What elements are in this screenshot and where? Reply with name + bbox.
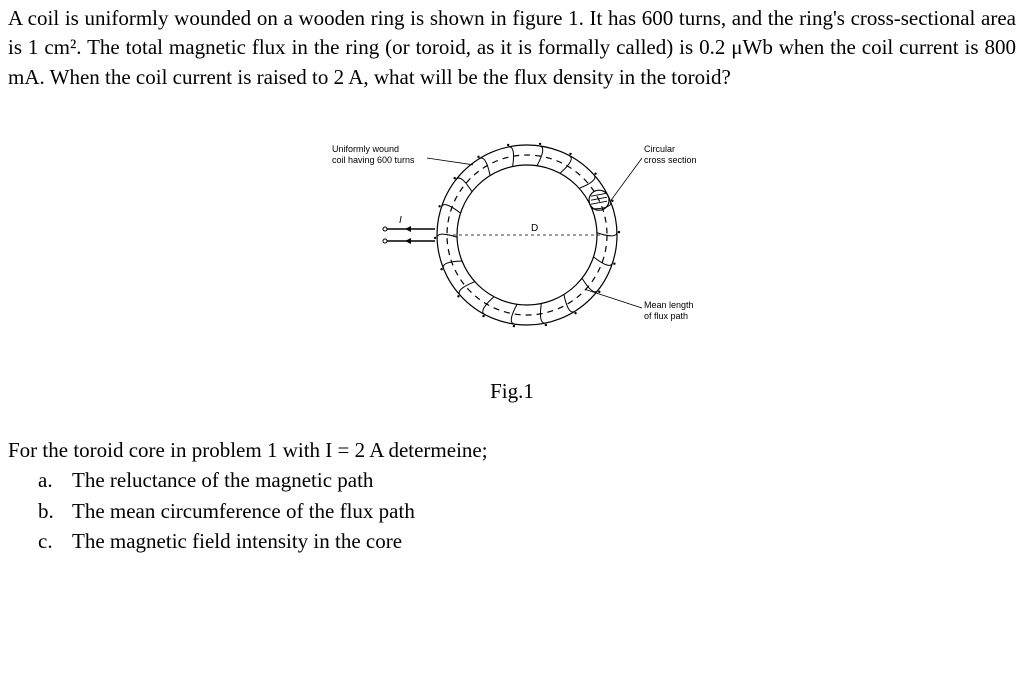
problem-statement: A coil is uniformly wounded on a wooden … (8, 4, 1016, 92)
sub-question-text: The reluctance of the magnetic path (72, 465, 373, 495)
sub-question-letter: b. (38, 496, 72, 526)
svg-text:of flux path: of flux path (644, 311, 688, 321)
figure-container: I D Uniformly woundcoil having 600 turns Ci… (8, 120, 1016, 368)
followup-section: For the toroid core in problem 1 with I … (8, 436, 1016, 557)
toroid-diagram: I D Uniformly woundcoil having 600 turns Ci… (272, 120, 752, 360)
figure-caption: Fig.1 (8, 377, 1016, 406)
sub-question-letter: c. (38, 526, 72, 556)
svg-text:I: I (399, 215, 402, 226)
svg-text:coil having 600 turns: coil having 600 turns (332, 155, 415, 165)
sub-question-letter: a. (38, 465, 72, 495)
sub-question-text: The magnetic field intensity in the core (72, 526, 402, 556)
sub-question-text: The mean circumference of the flux path (72, 496, 415, 526)
svg-text:Circular: Circular (644, 144, 675, 154)
svg-text:cross section: cross section (644, 155, 697, 165)
svg-text:Mean length: Mean length (644, 300, 694, 310)
svg-text:Uniformly wound: Uniformly wound (332, 144, 399, 154)
svg-text:D: D (531, 223, 538, 234)
sub-question: a.The reluctance of the magnetic path (38, 465, 1016, 495)
followup-intro: For the toroid core in problem 1 with I … (8, 436, 1016, 465)
sub-question: c.The magnetic field intensity in the co… (38, 526, 1016, 556)
sub-question: b.The mean circumference of the flux pat… (38, 496, 1016, 526)
